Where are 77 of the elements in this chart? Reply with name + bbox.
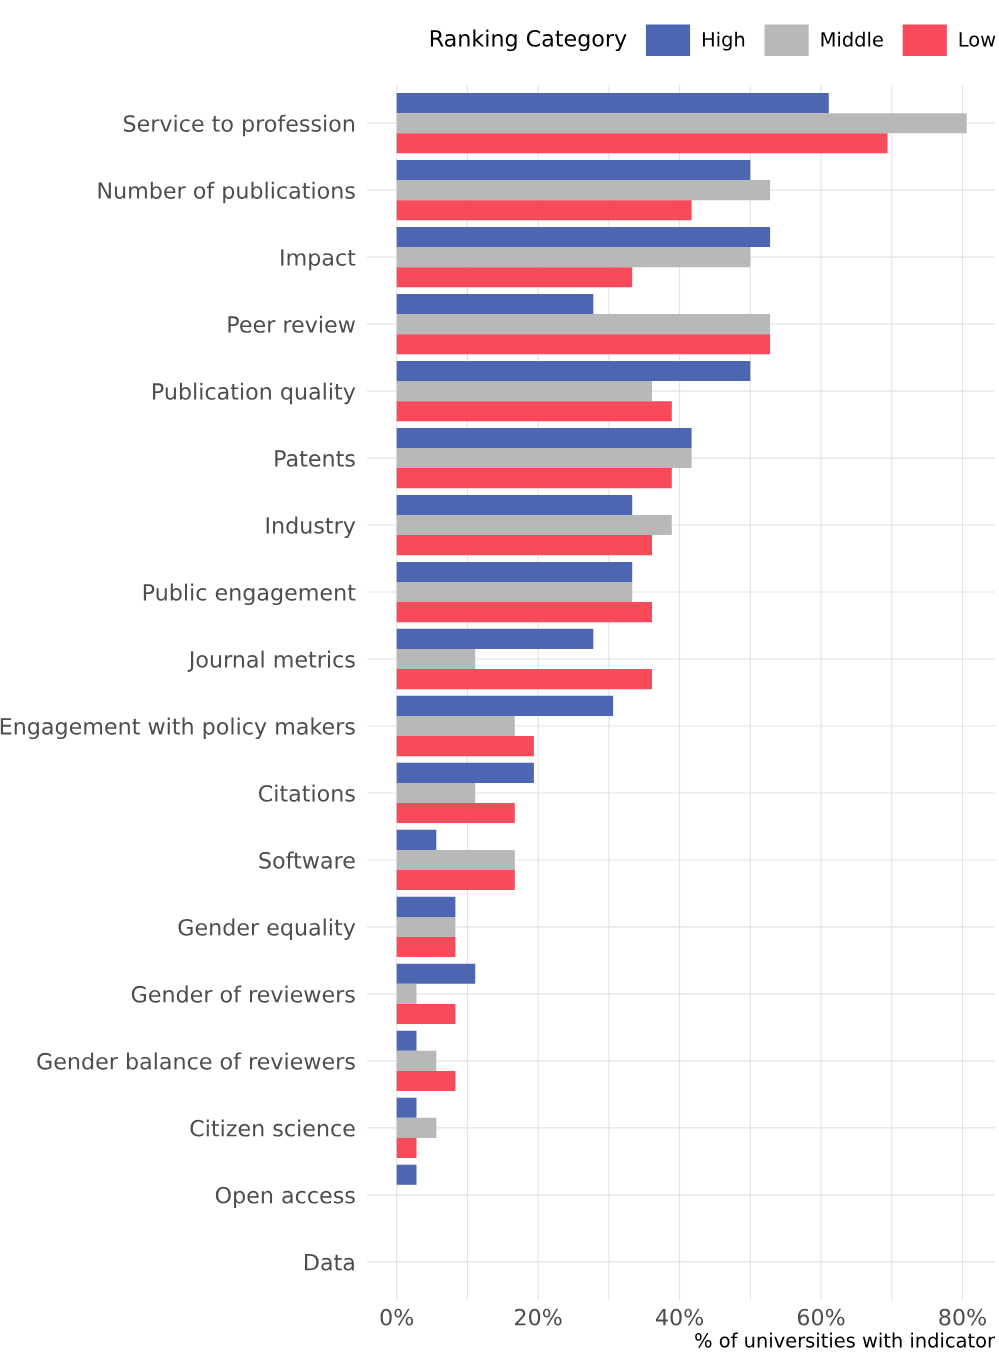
- bar: [396, 160, 751, 181]
- bar: [396, 427, 692, 449]
- bar: [396, 916, 456, 937]
- bar: [396, 983, 417, 1004]
- bar: [396, 1070, 456, 1092]
- bar: [396, 602, 652, 623]
- y-tick-label: Peer review: [228, 315, 355, 333]
- bar: [396, 494, 633, 516]
- y-tick-label: Software: [259, 851, 355, 869]
- bar: [396, 227, 771, 248]
- bar: [396, 581, 633, 603]
- y-tick-label: Citations: [258, 784, 355, 802]
- y-tick-label: Gender balance of reviewers: [37, 1052, 355, 1070]
- bar: [396, 936, 456, 958]
- bar: [396, 869, 515, 891]
- bar: [396, 468, 672, 489]
- y-tick-label: Gender equality: [178, 918, 356, 940]
- bar: [396, 267, 633, 288]
- bar: [396, 1137, 417, 1158]
- y-tick-label: Engagement with policy makers: [0, 717, 355, 740]
- bar: [396, 247, 751, 268]
- legend-label: Low: [959, 32, 996, 47]
- bar: [396, 762, 534, 783]
- bar: [396, 448, 692, 469]
- bar: [396, 695, 614, 716]
- y-tick-label: Impact: [281, 249, 356, 271]
- bar: [396, 401, 672, 422]
- y-tick-label: Citizen science: [190, 1119, 355, 1137]
- x-tick-label: 40%: [655, 1308, 704, 1326]
- bar: [396, 535, 652, 556]
- bar: [396, 1003, 456, 1025]
- bar: [396, 669, 652, 690]
- bar: [396, 849, 515, 870]
- bar: [396, 133, 888, 154]
- y-tick-label: Open access: [215, 1186, 355, 1208]
- bar: [396, 1030, 417, 1051]
- x-tick-label: 20%: [515, 1308, 562, 1326]
- bar: [396, 829, 437, 850]
- bar: [396, 314, 771, 335]
- bar: [396, 782, 476, 804]
- bar: [396, 561, 633, 582]
- y-tick-label: Number of publications: [98, 181, 355, 204]
- y-tick-label: Journal metrics: [187, 650, 355, 672]
- y-tick-label: Data: [305, 1254, 354, 1271]
- bar: [396, 93, 829, 114]
- legend-label: Middle: [821, 31, 883, 47]
- bar: [396, 1164, 417, 1185]
- bar: [396, 200, 692, 221]
- bar: [396, 896, 456, 917]
- x-axis-title: % of universities with indicator: [695, 1332, 996, 1348]
- y-tick-label: Industry: [266, 516, 356, 539]
- y-tick-label: Publication quality: [153, 382, 356, 405]
- x-tick-label: 60%: [797, 1308, 845, 1326]
- bar: [396, 293, 594, 315]
- y-tick-label: Patents: [275, 450, 355, 467]
- bar: [396, 180, 771, 201]
- y-tick-label: Service to profession: [123, 114, 354, 137]
- legend-label: High: [702, 31, 745, 51]
- bar: [396, 715, 515, 737]
- x-tick-label: 80%: [939, 1308, 986, 1326]
- y-tick-label: Public engagement: [143, 583, 356, 606]
- bar: [396, 736, 534, 757]
- bar: [396, 963, 476, 984]
- bar: [396, 381, 652, 402]
- bar: [396, 334, 771, 355]
- bar: [396, 113, 967, 134]
- bar: [396, 803, 515, 824]
- y-tick-label: Gender of reviewers: [131, 985, 355, 1003]
- bar: [396, 360, 751, 382]
- bar: [396, 1097, 417, 1118]
- bar: [396, 1117, 437, 1138]
- x-tick-label: 0%: [380, 1308, 414, 1326]
- legend-title: Ranking Category: [430, 29, 627, 52]
- bar: [396, 515, 672, 536]
- bar: [396, 648, 476, 670]
- bar: [396, 1050, 437, 1071]
- bar: [396, 628, 594, 649]
